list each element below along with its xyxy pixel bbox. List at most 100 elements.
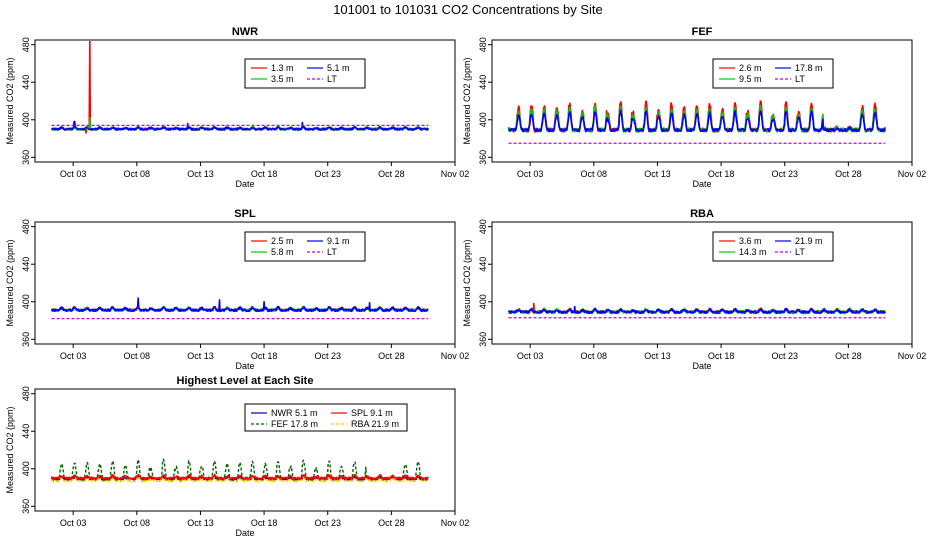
legend-box bbox=[712, 231, 834, 262]
plot-frame bbox=[491, 39, 913, 163]
x-tick-label: Oct 13 bbox=[187, 169, 214, 179]
x-tick-label: Oct 08 bbox=[124, 518, 151, 528]
series-group bbox=[507, 302, 887, 319]
legend-box bbox=[244, 403, 408, 432]
x-tick-label: Oct 28 bbox=[378, 169, 405, 179]
x-tick-label: Oct 03 bbox=[60, 169, 87, 179]
series-line-9-1-m bbox=[50, 297, 429, 313]
legend-label: LT bbox=[327, 74, 337, 84]
series-group bbox=[507, 100, 887, 144]
series-group bbox=[50, 458, 429, 483]
x-tick-label: Nov 02 bbox=[441, 169, 470, 179]
legend-label: NWR 5.1 m bbox=[271, 408, 318, 418]
y-tick-label: 440 bbox=[21, 75, 31, 90]
x-tick-label: Oct 13 bbox=[187, 518, 214, 528]
legend: 2.6 m9.5 m 17.8 mLT bbox=[712, 58, 834, 89]
panel-title: NWR bbox=[232, 26, 258, 38]
legend: 2.5 m5.8 m 9.1 mLT bbox=[244, 231, 366, 262]
chart-panel-5: Highest Level at Each Site Oct 03 Oct 08 Oc… bbox=[5, 375, 469, 538]
y-tick-label: 360 bbox=[21, 499, 31, 514]
chart-panel-2: FEF Oct 03 Oct 08 Oct 13 Oct 18 Oct 23 Oct 28 N… bbox=[462, 26, 926, 189]
series-line-5-1-m bbox=[51, 120, 430, 131]
panel-title: RBA bbox=[690, 208, 714, 220]
plot-frame bbox=[34, 39, 456, 163]
legend-label: RBA 21.9 m bbox=[351, 419, 399, 429]
y-tick-label: 440 bbox=[21, 424, 31, 439]
plot-frame bbox=[491, 221, 913, 345]
legend-label: 3.6 m bbox=[739, 236, 762, 246]
x-tick-label: Oct 28 bbox=[378, 351, 405, 361]
series-line-RBA bbox=[51, 476, 429, 483]
legend-label: 2.5 m bbox=[271, 236, 294, 246]
y-axis-label: Measured CO2 (ppm) bbox=[462, 239, 472, 326]
x-axis-label: Date bbox=[235, 179, 254, 189]
x-tick-label: Oct 28 bbox=[835, 351, 862, 361]
y-axis-label: Measured CO2 (ppm) bbox=[462, 57, 472, 144]
legend-label: 5.8 m bbox=[271, 247, 294, 257]
chart-panel-1: NWR Oct 03 Oct 08 Oct 13 Oct 18 Oct 23 Oct 28 N… bbox=[5, 26, 469, 189]
x-tick-label: Nov 02 bbox=[898, 169, 927, 179]
chart-panel-4: RBA Oct 03 Oct 08 Oct 13 Oct 18 Oct 23 Oct 28 N… bbox=[462, 208, 926, 371]
x-axis-label: Date bbox=[692, 179, 711, 189]
legend-box bbox=[712, 58, 834, 89]
series-line-17-8-m bbox=[508, 109, 886, 133]
series-line-21-9-m bbox=[507, 305, 886, 315]
plot-frame bbox=[34, 221, 456, 345]
x-tick-label: Oct 13 bbox=[187, 351, 214, 361]
legend-label: LT bbox=[795, 247, 805, 257]
panels: NWR Oct 03 Oct 08 Oct 13 Oct 18 Oct 23 Oct 28 N… bbox=[5, 26, 926, 538]
x-tick-label: Oct 23 bbox=[314, 518, 341, 528]
y-tick-label: 400 bbox=[21, 461, 31, 476]
x-tick-label: Oct 18 bbox=[251, 351, 278, 361]
x-tick-label: Nov 02 bbox=[898, 351, 927, 361]
legend-label: FEF 17.8 m bbox=[271, 419, 318, 429]
series-line-SPL bbox=[51, 473, 429, 480]
x-tick-label: Oct 03 bbox=[60, 518, 87, 528]
series-line-FEF bbox=[50, 458, 429, 482]
series-group bbox=[50, 41, 430, 134]
legend: 3.6 m14.3 m 21.9 mLT bbox=[712, 231, 834, 262]
series-group bbox=[50, 297, 429, 320]
x-axis-label: Date bbox=[235, 528, 254, 538]
x-tick-label: Oct 13 bbox=[644, 169, 671, 179]
legend-label: 9.5 m bbox=[739, 74, 762, 84]
legend-label: SPL 9.1 m bbox=[351, 408, 393, 418]
legend-label: 2.6 m bbox=[739, 63, 762, 73]
y-tick-label: 360 bbox=[21, 150, 31, 165]
y-tick-label: 440 bbox=[478, 257, 488, 272]
x-tick-label: Oct 23 bbox=[771, 351, 798, 361]
y-tick-label: 400 bbox=[478, 294, 488, 309]
series-line-1-3-m bbox=[50, 41, 429, 134]
x-tick-label: Oct 08 bbox=[581, 169, 608, 179]
legend-label: LT bbox=[327, 247, 337, 257]
legend-box bbox=[244, 58, 366, 89]
y-tick-label: 360 bbox=[478, 150, 488, 165]
x-tick-label: Oct 03 bbox=[517, 351, 544, 361]
panel-title: SPL bbox=[234, 208, 256, 220]
x-tick-label: Nov 02 bbox=[441, 518, 470, 528]
y-tick-label: 440 bbox=[478, 75, 488, 90]
y-tick-label: 480 bbox=[21, 219, 31, 234]
x-tick-label: Oct 18 bbox=[708, 169, 735, 179]
legend-label: 5.1 m bbox=[327, 63, 350, 73]
legend-box bbox=[244, 231, 366, 262]
y-tick-label: 360 bbox=[21, 332, 31, 347]
legend-label: 14.3 m bbox=[739, 247, 767, 257]
x-tick-label: Oct 18 bbox=[708, 351, 735, 361]
y-tick-label: 480 bbox=[21, 37, 31, 52]
chart-panel-3: SPL Oct 03 Oct 08 Oct 13 Oct 18 Oct 23 Oct 28 N… bbox=[5, 208, 469, 371]
y-tick-label: 440 bbox=[21, 257, 31, 272]
y-tick-label: 400 bbox=[21, 112, 31, 127]
legend-label: 17.8 m bbox=[795, 63, 823, 73]
x-tick-label: Oct 03 bbox=[60, 351, 87, 361]
x-tick-label: Oct 18 bbox=[251, 169, 278, 179]
x-tick-label: Oct 23 bbox=[771, 169, 798, 179]
y-axis-label: Measured CO2 (ppm) bbox=[5, 406, 15, 493]
legend-label: LT bbox=[795, 74, 805, 84]
legend-label: 1.3 m bbox=[271, 63, 294, 73]
y-tick-label: 480 bbox=[478, 219, 488, 234]
y-tick-label: 400 bbox=[478, 112, 488, 127]
x-tick-label: Oct 08 bbox=[124, 351, 151, 361]
